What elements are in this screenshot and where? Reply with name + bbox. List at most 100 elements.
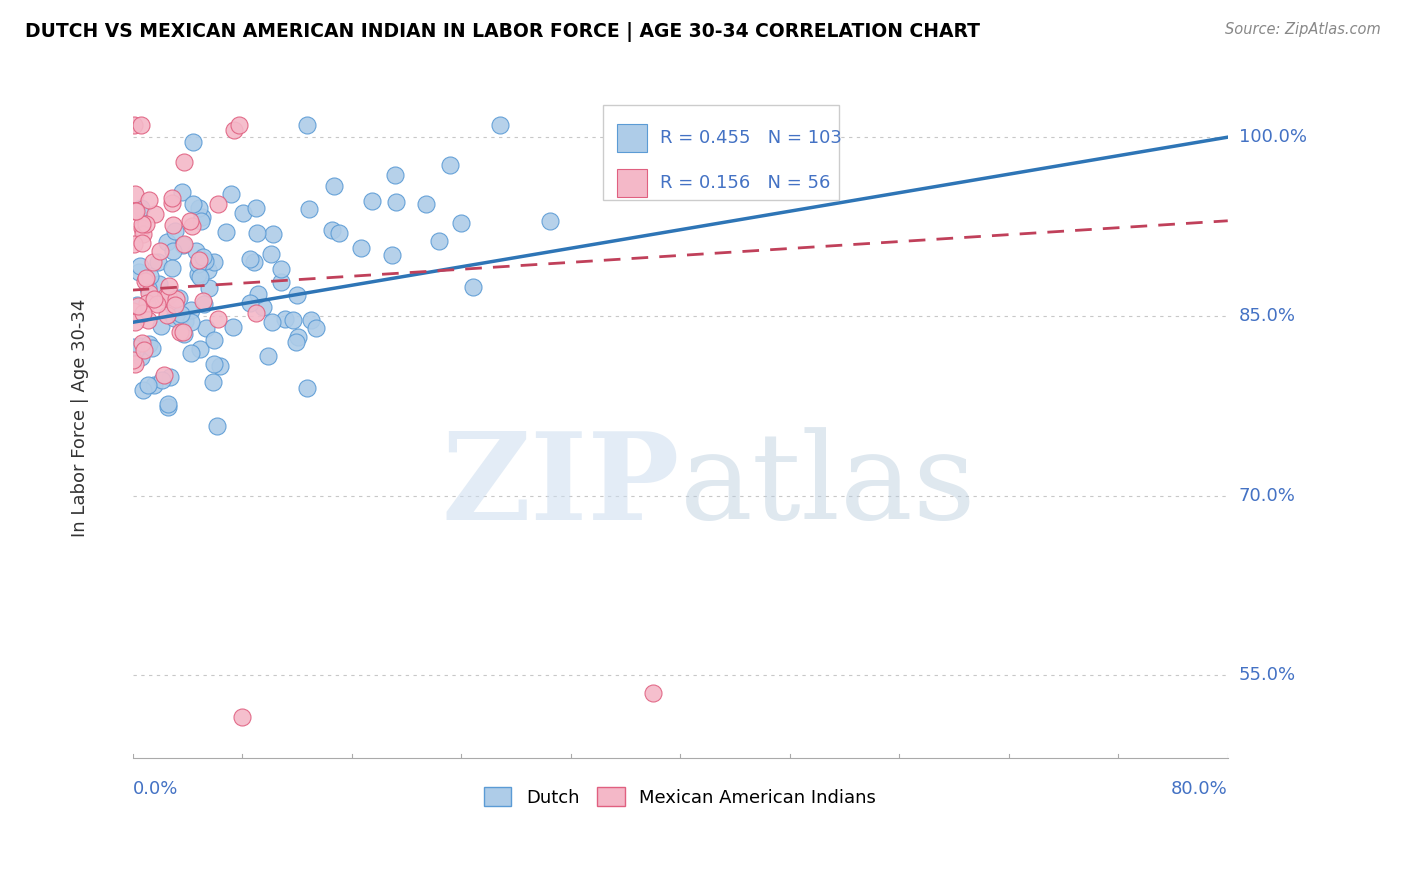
Point xyxy=(124,315,146,329)
Point xyxy=(239,295,262,310)
Point xyxy=(246,226,269,240)
Point xyxy=(188,252,211,267)
Point xyxy=(222,320,245,334)
Point xyxy=(156,235,179,249)
Point xyxy=(260,247,283,261)
Point xyxy=(187,257,209,271)
Point xyxy=(540,214,562,228)
Point xyxy=(131,217,153,231)
Text: ZIP: ZIP xyxy=(441,427,681,545)
Point xyxy=(124,343,146,358)
Point xyxy=(146,255,169,269)
Point xyxy=(165,224,187,238)
Point xyxy=(191,254,214,268)
Point xyxy=(284,334,307,349)
Point xyxy=(190,214,212,228)
Point xyxy=(157,278,180,293)
FancyBboxPatch shape xyxy=(603,104,839,200)
Point xyxy=(195,321,218,335)
Point xyxy=(180,303,202,318)
Point xyxy=(463,280,485,294)
Point xyxy=(127,299,149,313)
Point xyxy=(129,351,152,365)
Point xyxy=(148,277,170,291)
Point xyxy=(257,349,280,363)
Point xyxy=(180,315,202,329)
Point xyxy=(138,286,160,301)
Point xyxy=(208,359,231,374)
Point xyxy=(156,401,179,415)
Point xyxy=(121,304,143,318)
Point xyxy=(181,219,204,233)
Point xyxy=(183,197,205,211)
Point xyxy=(160,260,183,275)
Text: 0.0%: 0.0% xyxy=(132,780,179,797)
Point xyxy=(247,287,270,301)
Point xyxy=(439,158,461,172)
Point xyxy=(323,179,346,194)
Point xyxy=(143,378,166,392)
Point xyxy=(131,221,153,235)
Point xyxy=(193,294,215,309)
Point xyxy=(136,295,159,310)
Point xyxy=(165,298,187,312)
Point xyxy=(135,271,157,285)
Point xyxy=(129,259,152,273)
Point xyxy=(149,244,172,259)
Point xyxy=(232,206,254,220)
Text: 55.0%: 55.0% xyxy=(1239,665,1296,684)
Point xyxy=(124,186,146,201)
Point xyxy=(173,237,195,252)
Point xyxy=(172,186,194,200)
Point xyxy=(231,709,253,723)
Point xyxy=(129,339,152,353)
Point xyxy=(207,419,229,434)
Point xyxy=(169,310,191,324)
FancyBboxPatch shape xyxy=(617,169,647,197)
Point xyxy=(172,326,194,340)
Point xyxy=(124,203,146,218)
Point xyxy=(207,197,229,211)
Point xyxy=(131,227,153,241)
Point xyxy=(193,251,215,265)
Point xyxy=(136,313,159,327)
Point xyxy=(197,263,219,277)
Point xyxy=(128,265,150,279)
Point xyxy=(193,297,215,311)
Point xyxy=(124,357,146,371)
Point xyxy=(181,135,204,149)
Point xyxy=(252,300,274,314)
Text: R = 0.156   N = 56: R = 0.156 N = 56 xyxy=(661,174,831,192)
Point xyxy=(295,118,318,132)
Point xyxy=(384,168,406,182)
Point xyxy=(219,187,242,202)
Point xyxy=(184,244,207,259)
Point xyxy=(131,235,153,250)
Text: 80.0%: 80.0% xyxy=(1171,780,1227,797)
Point xyxy=(190,210,212,224)
Point xyxy=(129,118,152,132)
Point xyxy=(169,326,191,340)
Point xyxy=(165,292,187,306)
Point xyxy=(163,310,186,325)
Point xyxy=(135,217,157,231)
Point xyxy=(162,218,184,232)
Point xyxy=(125,204,148,219)
Point xyxy=(427,234,450,248)
Point xyxy=(245,201,267,215)
Point xyxy=(142,293,165,307)
Point xyxy=(207,312,229,326)
Point xyxy=(150,318,173,333)
Point xyxy=(202,358,225,372)
Point xyxy=(155,308,177,322)
Point xyxy=(188,343,211,357)
Point xyxy=(202,375,225,389)
Point xyxy=(273,311,295,326)
Point xyxy=(136,281,159,295)
Point xyxy=(287,329,309,343)
Point xyxy=(174,314,197,328)
Point xyxy=(131,336,153,351)
Point xyxy=(287,288,309,302)
Point xyxy=(139,269,162,284)
Point xyxy=(202,255,225,269)
